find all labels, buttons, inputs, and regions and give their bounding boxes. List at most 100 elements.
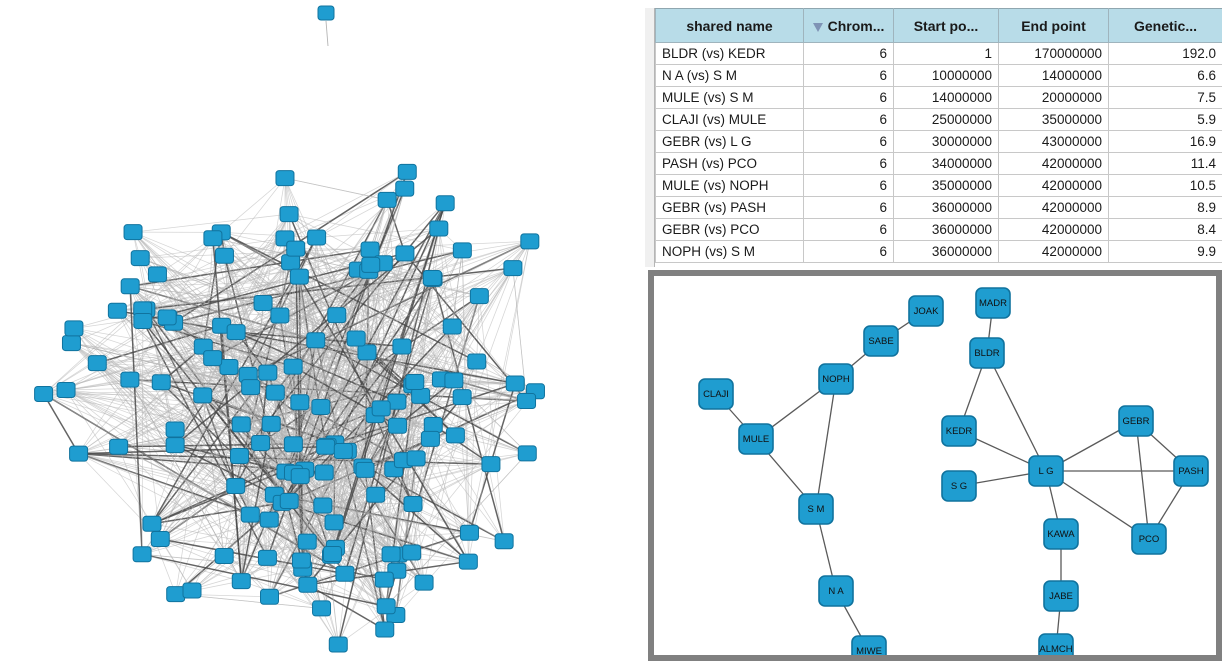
edge[interactable] bbox=[815, 378, 837, 510]
network-node[interactable] bbox=[193, 387, 213, 404]
network-node[interactable] bbox=[241, 379, 261, 396]
network-node[interactable] bbox=[142, 515, 162, 532]
network-node[interactable] bbox=[165, 421, 185, 438]
network-node[interactable] bbox=[346, 330, 366, 347]
network-node[interactable] bbox=[109, 438, 129, 455]
network-node[interactable] bbox=[444, 372, 464, 389]
network-node[interactable] bbox=[435, 195, 455, 212]
network-node[interactable] bbox=[333, 443, 353, 460]
network-node[interactable] bbox=[467, 353, 487, 370]
network-node[interactable] bbox=[231, 416, 251, 433]
network-node-sg[interactable]: S G bbox=[941, 470, 977, 502]
network-node[interactable] bbox=[452, 242, 472, 259]
network-node[interactable] bbox=[423, 417, 443, 434]
network-node[interactable] bbox=[120, 278, 140, 295]
network-node[interactable] bbox=[182, 582, 202, 599]
edge[interactable] bbox=[1135, 420, 1150, 540]
column-header-shared-name[interactable]: shared name bbox=[655, 8, 804, 43]
network-node[interactable] bbox=[327, 307, 347, 324]
network-node-bldr[interactable]: BLDR bbox=[969, 337, 1005, 369]
network-node[interactable] bbox=[429, 220, 449, 237]
network-node[interactable] bbox=[147, 266, 167, 283]
network-node[interactable] bbox=[283, 436, 303, 453]
network-node[interactable] bbox=[257, 549, 277, 566]
network-node[interactable] bbox=[411, 387, 431, 404]
network-node[interactable] bbox=[414, 574, 434, 591]
network-node-lg[interactable]: L G bbox=[1028, 455, 1064, 487]
network-node[interactable] bbox=[306, 332, 326, 349]
network-node[interactable] bbox=[324, 514, 344, 531]
network-node-gebr[interactable]: GEBR bbox=[1118, 405, 1154, 437]
network-node[interactable] bbox=[442, 318, 462, 335]
network-node[interactable] bbox=[214, 247, 234, 264]
network-node[interactable] bbox=[405, 373, 425, 390]
network-node[interactable] bbox=[452, 389, 472, 406]
subnetwork-panel[interactable]: CLAJI MULE NOPH SABE JOAK S M N A MIWE MADR BLDR K… bbox=[648, 270, 1222, 661]
results-table-panel[interactable]: shared name Chrom... Start po... End point G… bbox=[645, 8, 1222, 267]
network-node[interactable] bbox=[381, 546, 401, 563]
network-node[interactable] bbox=[107, 302, 127, 319]
table-row[interactable]: GEBR (vs) PASH 6 36000000 42000000 8.9 bbox=[655, 196, 1222, 219]
network-node[interactable] bbox=[229, 447, 249, 464]
network-node[interactable] bbox=[397, 163, 417, 180]
network-node[interactable] bbox=[328, 636, 348, 653]
network-node[interactable] bbox=[289, 268, 309, 285]
network-node[interactable] bbox=[281, 254, 301, 271]
network-node[interactable] bbox=[494, 533, 514, 550]
shared-segments-table[interactable]: shared name Chrom... Start po... End point G… bbox=[655, 8, 1222, 263]
network-node[interactable] bbox=[120, 371, 140, 388]
network-node[interactable] bbox=[133, 312, 153, 329]
network-node[interactable] bbox=[312, 600, 332, 617]
network-node[interactable] bbox=[265, 384, 285, 401]
network-node[interactable] bbox=[297, 533, 317, 550]
column-header-start-point[interactable]: Start po... bbox=[893, 8, 999, 43]
network-node[interactable] bbox=[322, 545, 342, 562]
network-node[interactable] bbox=[420, 430, 440, 447]
network-node[interactable] bbox=[392, 338, 412, 355]
network-node-mule[interactable]: MULE bbox=[738, 423, 774, 455]
network-node[interactable] bbox=[307, 229, 327, 246]
table-row[interactable]: GEBR (vs) L G 6 30000000 43000000 16.9 bbox=[655, 130, 1222, 153]
network-node[interactable] bbox=[505, 375, 525, 392]
network-node[interactable] bbox=[219, 359, 239, 376]
column-header-chromosome[interactable]: Chrom... bbox=[803, 8, 894, 43]
network-node[interactable] bbox=[355, 461, 375, 478]
table-row[interactable]: CLAJI (vs) MULE 6 25000000 35000000 5.9 bbox=[655, 108, 1222, 131]
network-node[interactable] bbox=[374, 571, 394, 588]
network-node[interactable] bbox=[123, 224, 143, 241]
network-node[interactable] bbox=[375, 621, 395, 638]
network-node[interactable] bbox=[403, 495, 423, 512]
network-node[interactable] bbox=[240, 506, 260, 523]
network-node[interactable] bbox=[64, 320, 84, 337]
network-node[interactable] bbox=[503, 260, 523, 277]
network-node[interactable] bbox=[357, 344, 377, 361]
network-node[interactable] bbox=[458, 553, 478, 570]
table-row[interactable]: NOPH (vs) S M 6 36000000 42000000 9.9 bbox=[655, 240, 1222, 263]
table-body[interactable]: BLDR (vs) KEDR 6 1 170000000 192.0 N A (vs) S… bbox=[655, 42, 1222, 263]
table-row[interactable]: MULE (vs) S M 6 14000000 20000000 7.5 bbox=[655, 86, 1222, 109]
network-node[interactable] bbox=[270, 307, 290, 324]
network-node[interactable] bbox=[69, 445, 89, 462]
network-node[interactable] bbox=[203, 350, 223, 367]
network-node[interactable] bbox=[283, 358, 303, 375]
network-node[interactable] bbox=[157, 309, 177, 326]
network-node-sabe[interactable]: SABE bbox=[863, 325, 899, 357]
network-node[interactable] bbox=[226, 324, 246, 341]
network-node-pco[interactable]: PCO bbox=[1131, 523, 1167, 555]
network-node[interactable] bbox=[279, 206, 299, 223]
network-node[interactable] bbox=[311, 398, 331, 415]
network-node[interactable] bbox=[371, 400, 391, 417]
network-node[interactable] bbox=[150, 530, 170, 547]
network-node[interactable] bbox=[258, 364, 278, 381]
network-node[interactable] bbox=[130, 250, 150, 267]
network-node[interactable] bbox=[290, 394, 310, 411]
network-node[interactable] bbox=[87, 355, 107, 372]
column-header-end-point[interactable]: End point bbox=[998, 8, 1109, 43]
network-node[interactable] bbox=[56, 381, 76, 398]
table-row[interactable]: MULE (vs) NOPH 6 35000000 42000000 10.5 bbox=[655, 174, 1222, 197]
network-node[interactable] bbox=[395, 245, 415, 262]
network-node[interactable] bbox=[377, 191, 397, 208]
network-node-miwe[interactable]: MIWE bbox=[851, 635, 887, 655]
network-node-sm[interactable]: S M bbox=[798, 493, 834, 525]
network-node[interactable] bbox=[335, 565, 355, 582]
